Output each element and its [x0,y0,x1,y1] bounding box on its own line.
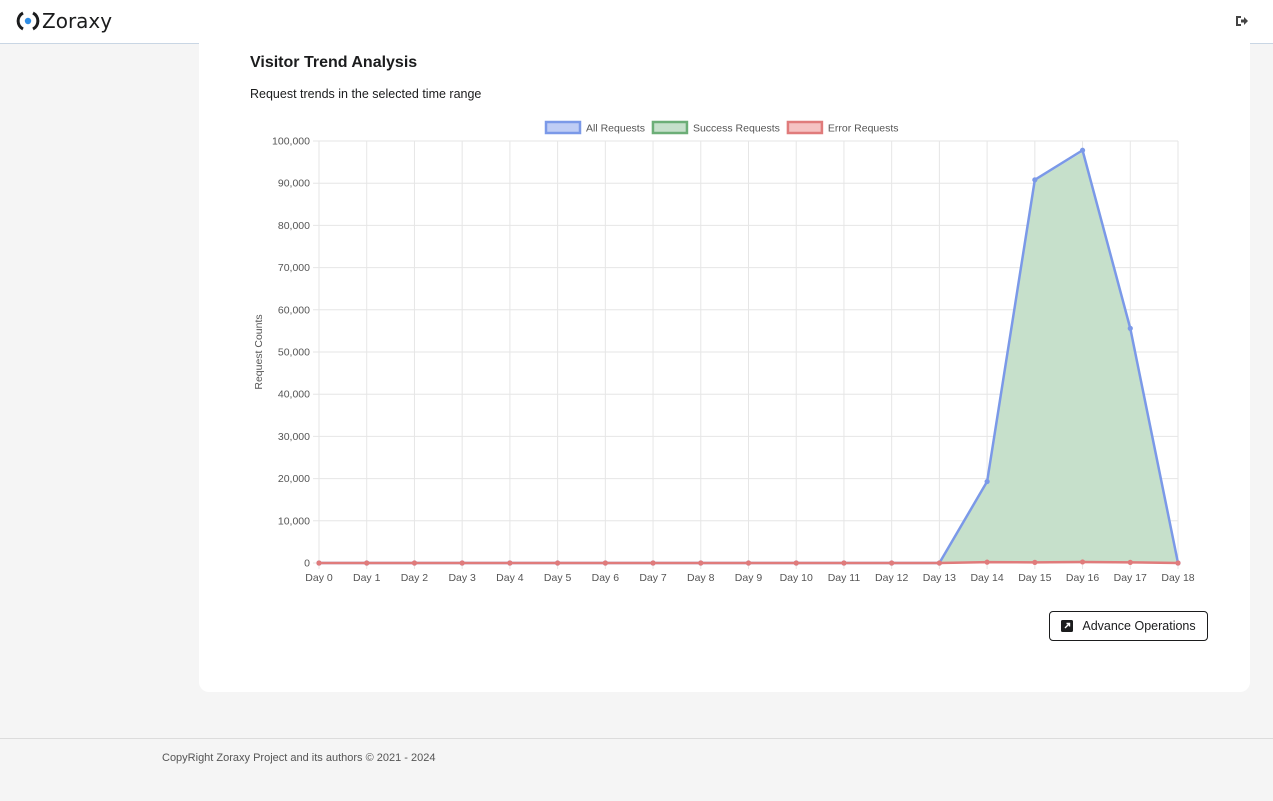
advance-operations-button[interactable]: Advance Operations [1049,611,1208,641]
success-requests-area [319,151,1178,564]
error-requests-point [364,560,370,566]
trend-chart: 0 10,000 20,000 30,000 40,000 50,000 60,000 70,… [199,30,1250,630]
y-tick-label: 100,000 [272,136,310,148]
x-tick-label: Day 2 [401,572,429,584]
visitor-trend-card: Visitor Trend Analysis Request trends in… [199,30,1250,692]
logout-icon[interactable] [1235,14,1249,28]
success-requests-legend-swatch [651,120,689,135]
x-tick-label: Day 3 [448,572,476,584]
x-tick-label: Day 16 [1066,572,1099,584]
y-tick-label: 0 [304,558,310,570]
logo[interactable]: Zoraxy [16,8,112,34]
trend-chart-svg: 0 10,000 20,000 30,000 40,000 50,000 60,000 70,… [253,120,1195,584]
all-requests-point [1032,177,1038,183]
x-tick-label: Day 5 [544,572,572,584]
x-tick-label: Day 11 [828,572,861,584]
error-requests-point [698,560,704,566]
all-requests-point [1079,147,1086,153]
x-tick-label: Day 17 [1114,572,1147,584]
error-requests-point [1079,559,1086,565]
error-requests-point [841,560,847,566]
y-tick-label: 10,000 [278,515,310,527]
error-requests-point [1127,559,1133,565]
x-tick-label: Day 13 [923,572,956,584]
footer-copyright: CopyRight Zoraxy Project and its authors… [162,752,436,764]
error-requests-legend-swatch [786,120,824,135]
error-requests-point [745,560,752,566]
y-tick-label: 40,000 [278,389,310,401]
error-requests-point [555,560,561,566]
error-requests-point [1175,560,1181,566]
card-title: Visitor Trend Analysis [250,54,418,71]
error-requests-point [650,560,656,566]
y-tick-label: 50,000 [278,347,310,359]
card-subtitle: Request trends in the selected time rang… [250,87,482,101]
error-requests-point [459,560,465,566]
x-tick-label: Day 15 [1018,572,1051,584]
zoraxy-logo-icon [16,11,40,31]
error-requests-point [507,560,513,566]
error-requests-point [411,560,418,566]
y-tick-label: 70,000 [278,262,310,274]
success-requests-legend-label: Success Requests [693,123,780,135]
app-name: Zoraxy [42,9,113,33]
error-requests-point [889,560,895,566]
y-tick-label: 90,000 [278,178,310,190]
all-requests-legend-label: All Requests [586,123,645,135]
x-tick-label: Day 10 [780,572,813,584]
y-tick-label: 60,000 [278,304,310,316]
x-tick-label: Day 1 [353,572,381,584]
x-tick-label: Day 9 [735,572,763,584]
error-requests-point [936,560,942,566]
x-tick-label: Day 8 [687,572,715,584]
advance-operations-label: Advance Operations [1082,619,1196,633]
error-requests-point [1032,559,1038,565]
footer: CopyRight Zoraxy Project and its authors… [0,738,1273,801]
all-requests-point [984,478,990,485]
x-tick-label: Day 12 [875,572,908,584]
error-requests-point [602,560,608,566]
x-tick-label: Day 14 [970,572,1003,584]
x-tick-label: Day 6 [592,572,620,584]
error-requests-point [793,560,799,566]
y-tick-label: 20,000 [278,473,310,485]
y-tick-label: 80,000 [278,220,310,232]
x-tick-label: Day 18 [1161,572,1194,584]
y-tick-label: 30,000 [278,431,310,443]
x-tick-label: Day 0 [305,572,333,584]
external-link-icon [1061,620,1074,632]
error-requests-point [316,560,322,566]
all-requests-legend-swatch [544,120,582,135]
y-axis-label: Request Counts [253,314,265,389]
error-requests-point [984,559,990,565]
x-tick-label: Day 4 [496,572,524,584]
all-requests-point [1127,325,1133,331]
x-tick-label: Day 7 [639,572,667,584]
error-requests-legend-label: Error Requests [828,123,899,135]
